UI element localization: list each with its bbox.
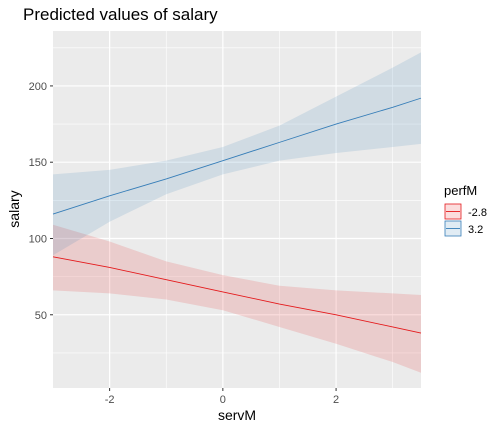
y-axis-title: salary (6, 190, 22, 227)
grid-major (53, 31, 421, 388)
legend-label: -2.8 (468, 207, 487, 219)
confidence-ribbons (53, 52, 421, 373)
chart-title: Predicted values of salary (23, 5, 218, 24)
series-line (52, 256, 422, 334)
legend-title: perfM (444, 183, 477, 198)
series-line (52, 97, 422, 215)
x-axis-ticks: -2 0 2 (105, 388, 339, 406)
grid-minor (53, 31, 421, 388)
y-tick-label: 150 (29, 157, 47, 169)
y-tick-label: 200 (29, 81, 47, 93)
series-lines (52, 97, 422, 334)
x-tick-label: -2 (105, 394, 115, 406)
legend-label: 3.2 (468, 224, 483, 236)
y-axis-ticks: 50 100 150 200 (29, 81, 53, 322)
confidence-band (53, 224, 421, 373)
y-tick-label: 50 (35, 310, 47, 322)
confidence-band (53, 52, 421, 256)
y-tick-label: 100 (29, 233, 47, 245)
x-axis-title: servM (218, 407, 256, 423)
plot-panel (53, 31, 421, 388)
x-tick-label: 2 (333, 394, 339, 406)
x-tick-label: 0 (220, 394, 226, 406)
legend: perfM -2.8 3.2 (444, 183, 487, 237)
